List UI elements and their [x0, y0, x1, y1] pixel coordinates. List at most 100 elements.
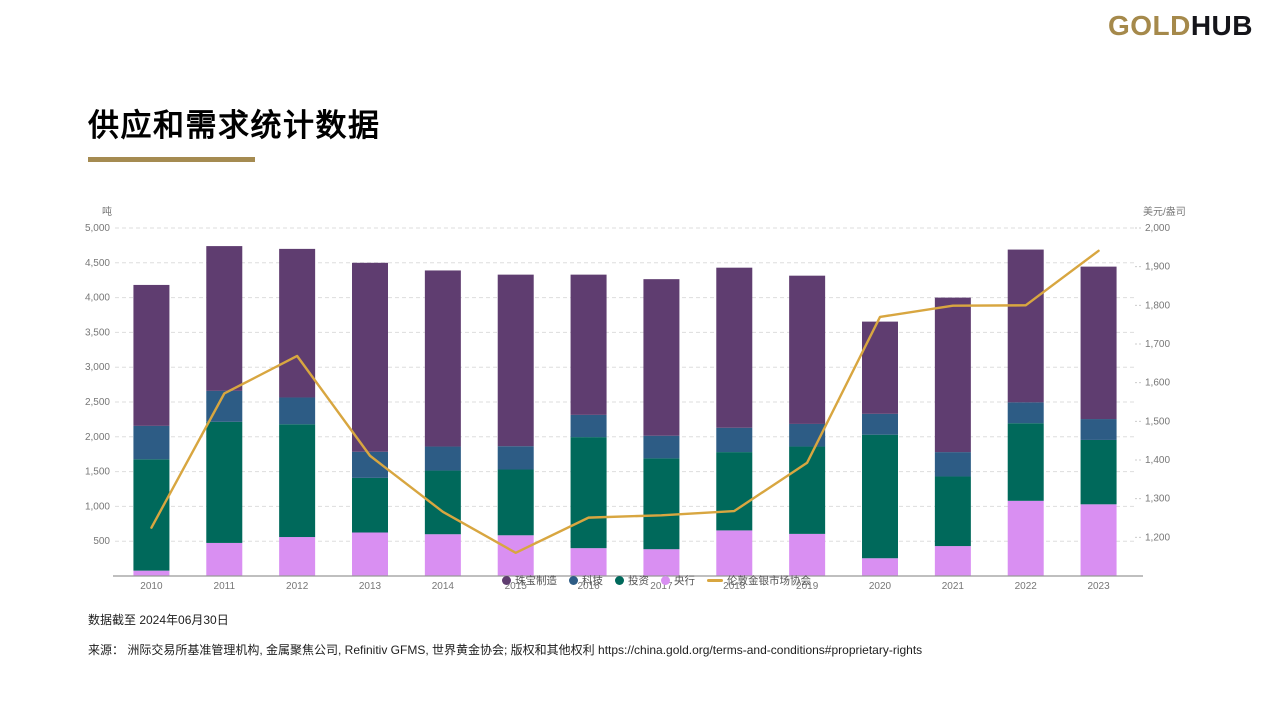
bar-segment-央行[interactable] — [862, 558, 898, 576]
bar-segment-投资[interactable] — [862, 434, 898, 559]
bar-segment-科技[interactable] — [934, 452, 971, 477]
legend-item-investment[interactable]: 投资 — [615, 573, 649, 588]
logo-hub-text: HUB — [1190, 10, 1253, 41]
bar-segment-央行[interactable] — [934, 546, 971, 576]
bar-segment-投资[interactable] — [206, 421, 243, 543]
bar-segment-央行[interactable] — [279, 537, 316, 576]
bar-segment-投资[interactable] — [1007, 423, 1044, 501]
right-axis-title: 美元/盎司 — [1143, 205, 1186, 218]
right-axis-tick-label: 1,200 — [1145, 532, 1170, 543]
bar-segment-央行[interactable] — [133, 570, 170, 576]
left-axis-tick-label: 3,500 — [85, 327, 110, 338]
legend-item-lbma-price[interactable]: 伦敦金银市场协会 — [707, 573, 811, 588]
bar-segment-科技[interactable] — [1007, 402, 1044, 424]
left-axis-tick-label: 5,000 — [85, 223, 110, 234]
right-axis-tick-label: 1,400 — [1145, 455, 1170, 466]
bar-segment-央行[interactable] — [1080, 504, 1117, 576]
x-axis-tick-label: 2021 — [942, 581, 965, 592]
x-axis-tick-label: 2010 — [140, 581, 163, 592]
bar-segment-科技[interactable] — [862, 413, 898, 435]
bar-segment-央行[interactable] — [643, 549, 680, 576]
lbma-price-line — [150, 249, 1100, 554]
bar-segment-投资[interactable] — [133, 459, 170, 571]
bar-segment-科技[interactable] — [789, 423, 826, 447]
bar-segment-投资[interactable] — [716, 452, 753, 531]
bar-segment-投资[interactable] — [643, 458, 680, 550]
gridlines — [115, 227, 1135, 542]
bar-segment-投资[interactable] — [497, 469, 534, 536]
bar-segment-科技[interactable] — [279, 397, 316, 425]
bar-segment-投资[interactable] — [570, 437, 607, 549]
bar-segment-珠宝制造[interactable] — [206, 246, 243, 391]
footnote-source: 来源： 洲际交易所基准管理机构, 金属聚焦公司, Refinitiv GFMS,… — [88, 643, 923, 657]
right-axis-tick-label: 1,600 — [1145, 378, 1170, 389]
legend-label-jewellery: 珠宝制造 — [515, 574, 557, 587]
right-axis-tick-label: 1,800 — [1145, 300, 1170, 311]
page-title: 供应和需求统计数据 — [88, 108, 381, 143]
bar-segment-投资[interactable] — [1080, 439, 1117, 505]
goldhub-logo[interactable]: GOLDHUB — [1108, 10, 1253, 42]
bar-segment-投资[interactable] — [934, 476, 971, 547]
bar-segment-珠宝制造[interactable] — [643, 279, 680, 436]
chart-svg[interactable]: 500 1,000 1,500 2,000 2,500 3,000 3,500 4,000 4,… — [0, 190, 1267, 610]
x-axis-tick-label: 2013 — [359, 581, 382, 592]
bar-segment-科技[interactable] — [570, 414, 607, 438]
left-axis-tick-label: 3,000 — [85, 362, 110, 373]
legend-item-technology[interactable]: 科技 — [569, 573, 603, 588]
bar-segment-央行[interactable] — [424, 534, 461, 576]
bar-segment-科技[interactable] — [497, 446, 534, 470]
title-underline — [88, 157, 255, 162]
x-axis-tick-label: 2020 — [869, 581, 892, 592]
bar-segment-科技[interactable] — [716, 427, 753, 453]
legend-item-central-bank[interactable]: 央行 — [661, 573, 695, 588]
bar-segment-科技[interactable] — [424, 446, 461, 471]
bar-segment-央行[interactable] — [497, 535, 534, 576]
bar-segment-央行[interactable] — [570, 548, 607, 576]
bar-segment-科技[interactable] — [133, 425, 170, 460]
bar-segment-央行[interactable] — [789, 533, 826, 576]
left-axis-title: 吨 — [102, 205, 112, 218]
bar-segment-珠宝制造[interactable] — [352, 262, 388, 452]
bar-segment-投资[interactable] — [789, 446, 826, 534]
left-axis-labels: 500 1,000 1,500 2,000 2,500 3,000 3,500 4,000 4,… — [85, 223, 110, 547]
left-axis-tick-label: 1,000 — [85, 501, 110, 512]
bar-segment-珠宝制造[interactable] — [789, 275, 826, 424]
bar-segment-央行[interactable] — [206, 542, 243, 576]
bar-segment-央行[interactable] — [352, 532, 388, 577]
legend-label-technology: 科技 — [582, 574, 603, 587]
legend-swatch-jewellery-icon — [502, 575, 511, 585]
bar-segment-珠宝制造[interactable] — [570, 274, 607, 415]
legend-swatch-central-bank-icon — [661, 575, 670, 585]
x-axis-tick-label: 2022 — [1015, 581, 1038, 592]
bar-segment-珠宝制造[interactable] — [497, 274, 534, 447]
footnote-data-as-of: 数据截至 2024年06月30日 — [88, 613, 229, 627]
right-axis-tick-label: 1,900 — [1145, 262, 1170, 273]
left-axis-tick-label: 2,500 — [85, 397, 110, 408]
x-axis-tick-label: 2014 — [432, 581, 455, 592]
legend-swatch-technology-icon — [569, 575, 578, 585]
bar-segment-投资[interactable] — [352, 477, 388, 533]
x-axis-tick-label: 2017 — [650, 581, 673, 592]
right-axis-labels: 1,200 1,300 1,400 1,500 1,600 1,700 1,800 1,900… — [1135, 223, 1170, 543]
right-axis-tick-label: 1,700 — [1145, 339, 1170, 350]
bar-segment-科技[interactable] — [643, 435, 680, 459]
left-axis-tick-label: 2,000 — [85, 432, 110, 443]
bar-segment-科技[interactable] — [1080, 419, 1117, 440]
x-axis-tick-label: 2012 — [286, 581, 309, 592]
bar-segment-珠宝制造[interactable] — [1007, 249, 1044, 403]
bar-segment-珠宝制造[interactable] — [133, 284, 170, 426]
x-axis-labels: 2010 2011 2012 2013 2014 2015 2016 2017 2018 2019… — [140, 581, 1110, 592]
left-axis-tick-label: 4,000 — [85, 293, 110, 304]
bar-segment-珠宝制造[interactable] — [424, 270, 461, 447]
bar-segment-珠宝制造[interactable] — [1080, 266, 1117, 420]
bar-segment-投资[interactable] — [279, 424, 316, 538]
bar-segment-珠宝制造[interactable] — [716, 267, 753, 428]
right-axis-tick-label: 2,000 — [1145, 223, 1170, 234]
bar-segment-珠宝制造[interactable] — [862, 321, 898, 414]
bar-segment-央行[interactable] — [1007, 500, 1044, 576]
bar-segment-央行[interactable] — [716, 530, 753, 576]
bar-segment-珠宝制造[interactable] — [934, 297, 971, 453]
legend-label-investment: 投资 — [628, 574, 649, 587]
x-axis-tick-label: 2011 — [214, 581, 236, 592]
legend-item-jewellery[interactable]: 珠宝制造 — [502, 573, 557, 588]
